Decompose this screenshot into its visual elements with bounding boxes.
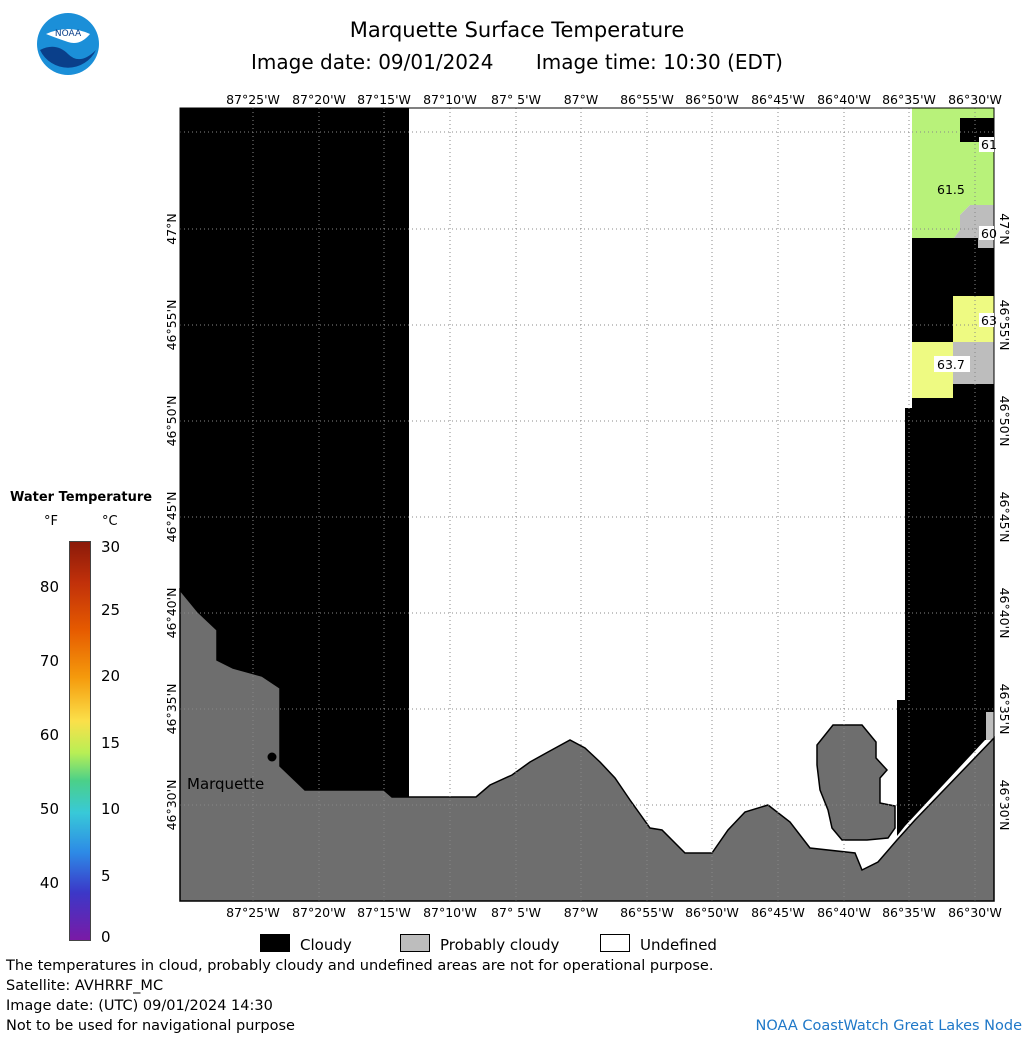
lon-label-bottom: 87°25'W xyxy=(226,905,280,920)
temp-label-2: 61.5 xyxy=(937,182,965,197)
lon-label-bottom: 86°45'W xyxy=(751,905,805,920)
legend-label-cloudy: Cloudy xyxy=(300,936,352,954)
lat-label-right: 46°40'N xyxy=(997,588,1012,639)
lat-label-right: 46°45'N xyxy=(997,492,1012,543)
lon-label-top: 87°25'W xyxy=(226,92,280,107)
note-navigation: Not to be used for navigational purpose xyxy=(6,1018,295,1034)
lat-label-left: 47°N xyxy=(164,213,179,245)
tick-f: 50 xyxy=(39,800,59,818)
lon-label-bottom: 86°30'W xyxy=(948,905,1002,920)
probably-cloudy-middle xyxy=(953,342,994,384)
temp-label-4: 63 xyxy=(981,313,997,328)
legend-label-undefined: Undefined xyxy=(640,936,717,954)
legend-swatch-undefined xyxy=(600,934,630,952)
noaa-logo-text: NOAA xyxy=(55,29,82,39)
color-scale-title: Water Temperature xyxy=(10,490,153,505)
lon-label-bottom: 86°50'W xyxy=(685,905,739,920)
noaa-logo-icon: NOAA xyxy=(37,13,99,75)
note-satellite: Satellite: AVHRRF_MC xyxy=(6,978,164,994)
map-grid xyxy=(180,108,994,901)
temp-label-3: 60 xyxy=(981,226,997,241)
tick-f: 60 xyxy=(39,726,59,744)
tick-c: 10 xyxy=(101,800,121,818)
lon-label-top: 87° 5'W xyxy=(491,92,541,107)
unit-f-label: °F xyxy=(44,514,58,529)
lon-label-top: 87°10'W xyxy=(423,92,477,107)
unit-c-label: °C xyxy=(102,514,118,529)
cloudy-region-east-lower xyxy=(897,384,994,836)
tick-c: 0 xyxy=(101,928,111,946)
lon-label-top: 87°15'W xyxy=(357,92,411,107)
lon-label-bottom: 87°10'W xyxy=(423,905,477,920)
temperature-area-north xyxy=(912,108,994,238)
lon-label-bottom: 86°55'W xyxy=(620,905,674,920)
map-title: Marquette Surface Temperature xyxy=(349,18,685,42)
latitude-labels-right: 47°N 46°55'N 46°50'N 46°45'N 46°40'N 46°… xyxy=(997,213,1012,830)
longitude-labels-top: 87°25'W 87°20'W 87°15'W 87°10'W 87° 5'W … xyxy=(226,92,1002,107)
tick-c: 30 xyxy=(101,538,121,556)
lat-label-left: 46°40'N xyxy=(164,588,179,639)
legend-label-probably-cloudy: Probably cloudy xyxy=(440,936,560,954)
lon-label-bottom: 86°40'W xyxy=(817,905,871,920)
lon-label-top: 86°50'W xyxy=(685,92,739,107)
lon-label-top: 86°55'W xyxy=(620,92,674,107)
legend-swatch-probably-cloudy xyxy=(400,934,430,952)
lon-label-bottom: 87°20'W xyxy=(292,905,346,920)
lon-label-bottom: 87° 5'W xyxy=(491,905,541,920)
tick-c: 25 xyxy=(101,601,121,619)
legend-swatch-cloudy xyxy=(260,934,290,952)
lat-label-left: 46°55'N xyxy=(164,300,179,351)
temperature-colorbar xyxy=(69,541,91,941)
lon-label-top: 87°W xyxy=(564,92,599,107)
lon-label-top: 86°30'W xyxy=(948,92,1002,107)
city-label: Marquette xyxy=(187,775,264,793)
tick-c: 20 xyxy=(101,667,121,685)
note-operational: The temperatures in cloud, probably clou… xyxy=(6,958,714,974)
lat-label-right: 46°50'N xyxy=(997,396,1012,447)
tick-f: 40 xyxy=(39,874,59,892)
tick-c: 5 xyxy=(101,867,111,885)
lon-label-bottom: 87°15'W xyxy=(357,905,411,920)
city-marker xyxy=(267,752,277,762)
temperature-area-middle xyxy=(953,296,994,342)
tick-c: 15 xyxy=(101,734,121,752)
temp-label-5: 63.7 xyxy=(937,357,965,372)
temp-label-1: 61 xyxy=(981,137,997,152)
credit-label: NOAA CoastWatch Great Lakes Node xyxy=(755,1018,1022,1034)
lon-label-bottom: 87°W xyxy=(564,905,599,920)
tick-f: 70 xyxy=(39,652,59,670)
cloudy-region-east xyxy=(912,238,994,342)
image-date-label: Image date: 09/01/2024 xyxy=(251,50,494,74)
lat-label-left: 46°35'N xyxy=(164,684,179,735)
lon-label-top: 86°40'W xyxy=(817,92,871,107)
lat-label-right: 46°55'N xyxy=(997,300,1012,351)
note-utc-date: Image date: (UTC) 09/01/2024 14:30 xyxy=(6,998,273,1014)
lat-label-right: 46°35'N xyxy=(997,684,1012,735)
lat-label-right: 46°30'N xyxy=(997,780,1012,831)
lon-label-bottom: 86°35'W xyxy=(882,905,936,920)
longitude-labels-bottom: 87°25'W 87°20'W 87°15'W 87°10'W 87° 5'W … xyxy=(226,905,1002,920)
latitude-labels-left: 47°N 46°55'N 46°50'N 46°45'N 46°40'N 46°… xyxy=(164,213,179,830)
lon-label-top: 86°45'W xyxy=(751,92,805,107)
tick-f: 80 xyxy=(39,578,59,596)
land-area xyxy=(179,587,995,902)
lat-label-left: 46°45'N xyxy=(164,492,179,543)
lon-label-top: 86°35'W xyxy=(882,92,936,107)
island xyxy=(816,724,896,841)
lon-label-top: 87°20'W xyxy=(292,92,346,107)
image-time-label: Image time: 10:30 (EDT) xyxy=(535,50,783,74)
lat-label-left: 46°30'N xyxy=(164,780,179,831)
lat-label-right: 47°N xyxy=(997,213,1012,245)
map-subtitle: Image date: 09/01/2024 Image time: 10:30… xyxy=(0,50,1034,74)
cloudy-region-west xyxy=(180,108,409,797)
lat-label-left: 46°50'N xyxy=(164,396,179,447)
